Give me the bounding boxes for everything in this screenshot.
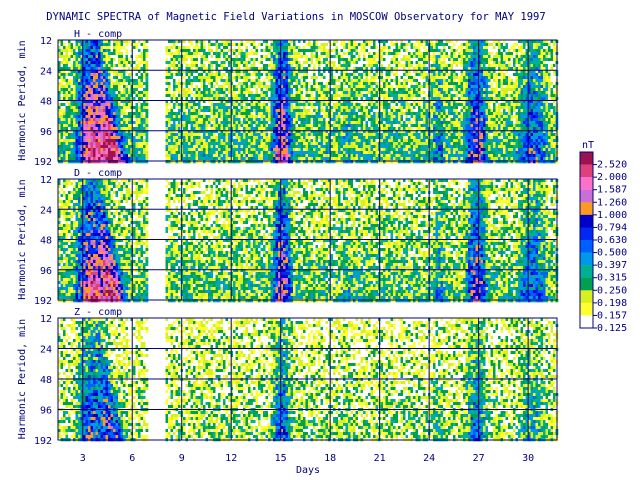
heatmap-h xyxy=(58,40,559,164)
x-tick-label: 6 xyxy=(129,453,135,464)
y-tick-label: 96 xyxy=(40,406,52,417)
colorbar-swatch xyxy=(580,202,593,216)
colorbar-swatch xyxy=(580,177,593,190)
x-tick-label: 15 xyxy=(275,453,287,464)
y-tick-label: 24 xyxy=(40,345,52,356)
colorbar-swatch xyxy=(580,214,593,228)
y-tick-label: 12 xyxy=(40,314,52,325)
colorbar-level-label: 2.000 xyxy=(597,172,627,183)
frame-z xyxy=(57,317,558,441)
y-tick-label: 96 xyxy=(40,266,52,277)
y-tick-label: 48 xyxy=(40,97,52,108)
colorbar-level-label: 0.125 xyxy=(597,323,627,334)
colorbar-swatch xyxy=(580,315,593,329)
colorbar-swatch xyxy=(580,252,593,266)
panel-label-h: H - comp xyxy=(74,29,122,40)
colorbar-swatch xyxy=(580,277,593,291)
x-axis-ticks: 3 6 9 12 15 18 21 24 27 30 xyxy=(80,453,534,464)
frame-h xyxy=(57,39,558,162)
colorbar-swatch xyxy=(580,240,593,253)
colorbar-level-label: 0.794 xyxy=(597,222,627,233)
y-tick-label: 48 xyxy=(40,236,52,247)
colorbar-swatches xyxy=(579,151,594,329)
colorbar-swatch xyxy=(580,152,593,165)
y-axis-label-d: Harmonic Period, min xyxy=(17,179,28,299)
panel-label-z: Z - comp xyxy=(74,307,122,318)
y-ticks-h: 12 24 48 96 192 xyxy=(34,36,52,168)
y-tick-label: 96 xyxy=(40,127,52,138)
y-tick-label: 192 xyxy=(34,157,52,168)
colorbar-level-label: 1.000 xyxy=(597,210,627,221)
colorbar-level-label: 0.250 xyxy=(597,285,627,296)
colorbar-level-label: 0.630 xyxy=(597,235,627,246)
panel-h: H - comp 12 24 48 96 192 Harmonic Period, mi… xyxy=(17,29,559,168)
x-axis-label: Days xyxy=(296,465,320,476)
x-tick-label: 24 xyxy=(423,453,435,464)
heatmap-d xyxy=(58,179,559,303)
heatmap-z xyxy=(58,318,559,442)
y-tick-label: 24 xyxy=(40,205,52,216)
x-tick-label: 21 xyxy=(374,453,386,464)
y-tick-label: 192 xyxy=(34,436,52,447)
colorbar-swatch xyxy=(580,164,593,178)
colorbar-swatch xyxy=(580,302,593,316)
colorbar-swatch xyxy=(580,227,593,241)
y-tick-label: 12 xyxy=(40,175,52,186)
colorbar-unit: nT xyxy=(582,140,594,151)
x-tick-label: 18 xyxy=(324,453,336,464)
colorbar-level-label: 0.315 xyxy=(597,273,627,284)
colorbar-level-label: 0.500 xyxy=(597,248,627,259)
colorbar-swatch xyxy=(580,290,593,304)
colorbar-level-label: 0.157 xyxy=(597,310,627,321)
y-axis-label-z: Harmonic Period, min xyxy=(17,319,28,439)
colorbar-level-label: 1.260 xyxy=(597,197,627,208)
y-tick-label: 192 xyxy=(34,296,52,307)
y-tick-label: 12 xyxy=(40,36,52,47)
panel-label-d: D - comp xyxy=(74,168,122,179)
colorbar-level-label: 0.397 xyxy=(597,260,627,271)
x-tick-label: 3 xyxy=(80,453,86,464)
chart-title: DYNAMIC SPECTRA of Magnetic Field Variat… xyxy=(46,11,545,23)
y-ticks-d: 12 24 48 96 192 xyxy=(34,175,52,307)
panel-d: D - comp 12 24 48 96 192 Harmonic Period, mi… xyxy=(17,168,559,307)
colorbar-level-label: 0.198 xyxy=(597,298,627,309)
x-tick-label: 12 xyxy=(225,453,237,464)
y-tick-label: 48 xyxy=(40,375,52,386)
frame-d xyxy=(57,178,558,301)
y-ticks-z: 12 24 48 96 192 xyxy=(34,314,52,447)
x-tick-label: 27 xyxy=(473,453,485,464)
colorbar-swatch xyxy=(580,265,593,278)
x-tick-label: 30 xyxy=(522,453,534,464)
colorbar-swatch xyxy=(580,189,593,203)
y-tick-label: 24 xyxy=(40,66,52,77)
colorbar-level-label: 1.587 xyxy=(597,185,627,196)
y-axis-label-h: Harmonic Period, min xyxy=(17,40,28,160)
colorbar-level-label: 2.520 xyxy=(597,160,627,171)
x-tick-label: 9 xyxy=(179,453,185,464)
panel-z: Z - comp 12 24 48 96 192 Harmonic Period, mi… xyxy=(17,307,559,447)
